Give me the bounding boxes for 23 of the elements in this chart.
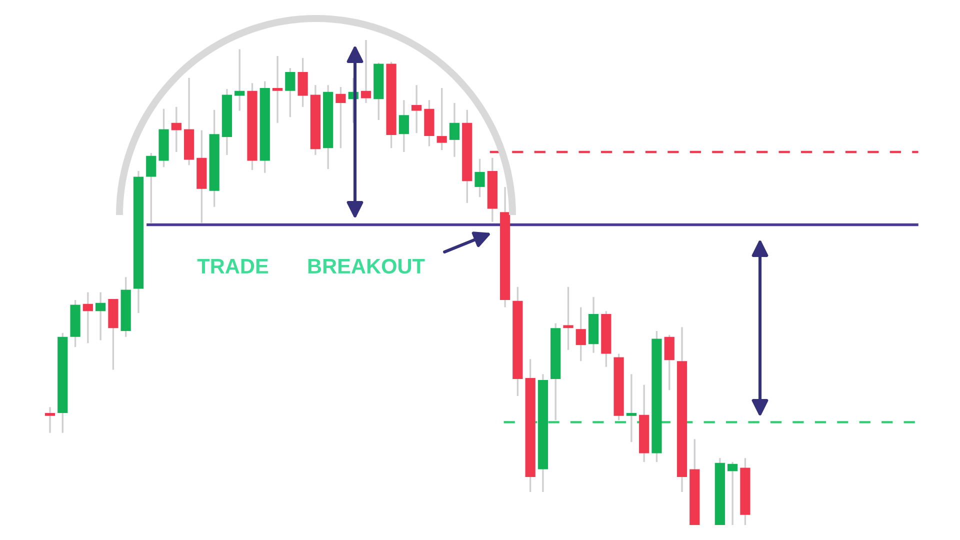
annotation: TRADE <box>197 259 268 274</box>
candlestick <box>576 306 586 362</box>
annotation: BREAKOUT <box>308 258 425 274</box>
candlestick <box>298 57 308 108</box>
candlestick <box>82 291 93 344</box>
candlestick <box>171 106 182 153</box>
candlestick <box>96 291 106 342</box>
candlestick <box>449 102 460 158</box>
candlestick <box>398 99 409 153</box>
candlestick <box>436 87 447 151</box>
candlestick <box>336 86 346 149</box>
candlestick <box>474 158 485 198</box>
candlestick <box>285 67 296 118</box>
candlestick <box>626 373 636 443</box>
candlestick <box>412 84 422 134</box>
candlestick <box>664 334 674 392</box>
candlestick <box>360 40 372 104</box>
candlestick <box>728 461 738 525</box>
candlestick <box>234 48 245 112</box>
candlestick <box>563 286 574 351</box>
candlestick <box>44 406 56 434</box>
candlestick <box>272 55 283 124</box>
candlestick <box>146 152 156 224</box>
